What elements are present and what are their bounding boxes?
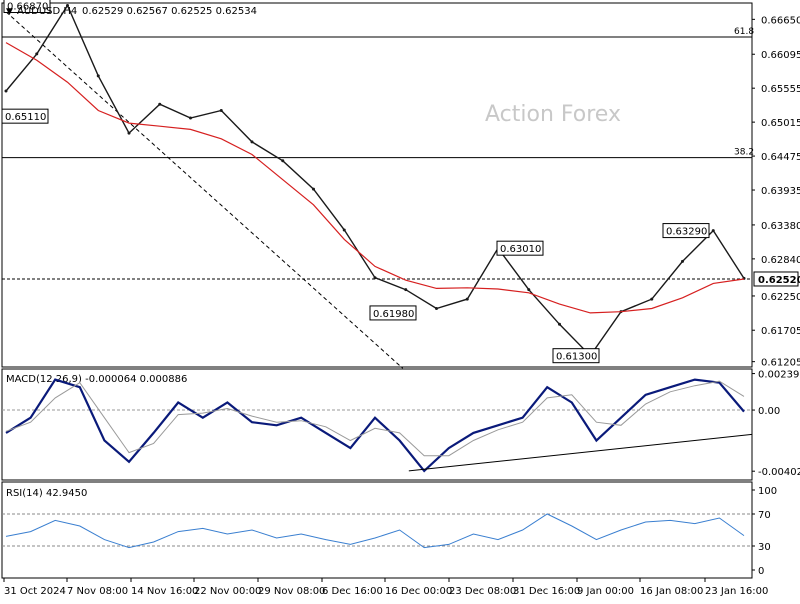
rsi-y-tick-label: 0 <box>758 566 764 577</box>
x-axis-tick-label: 7 Nov 08:00 <box>67 586 128 597</box>
price-y-tick-label: 0.66650 <box>761 15 800 26</box>
current-price-label: 0.62520 <box>758 275 800 286</box>
price-annotation-box <box>496 240 544 256</box>
price-annotation-label: 0.61980 <box>373 309 414 320</box>
price-point <box>404 288 408 292</box>
x-axis-tick-label: 29 Nov 08:00 <box>258 586 325 597</box>
price-point <box>312 187 315 191</box>
price-point <box>158 102 162 106</box>
price-panel-title: AUDUSD,H4 <box>17 6 77 17</box>
price-y-tick-label: 0.61205 <box>761 358 800 369</box>
price-level-label: 38.2 <box>734 148 754 158</box>
x-axis-tick-label: 22 Nov 00:00 <box>194 586 261 597</box>
rsi-y-tick-label: 30 <box>758 542 771 553</box>
price-annotation-box <box>552 348 600 364</box>
x-axis-tick-label: 31 Oct 2024 <box>4 586 66 597</box>
price-annotation-label: 0.63290 <box>666 227 707 238</box>
price-annotation-box <box>369 305 417 321</box>
price-annotation-box <box>662 223 710 239</box>
price-annotation-box <box>1 108 49 124</box>
price-ohlc-text: 0.62529 0.62567 0.62525 0.62534 <box>82 6 257 17</box>
price-annotation-label: 0.63010 <box>500 244 541 255</box>
x-axis-tick-label: 16 Dec 00:00 <box>385 586 452 597</box>
price-point <box>711 229 715 233</box>
price-y-tick-label: 0.66095 <box>761 50 800 61</box>
price-y-tick-label: 0.62840 <box>761 255 800 266</box>
price-point <box>527 288 531 292</box>
macd-line <box>5 378 745 473</box>
rsi-line <box>5 513 745 549</box>
price-panel-title-marker: ▼ <box>6 7 13 17</box>
x-axis-tick-label: 23 Dec 08:00 <box>449 586 516 597</box>
price-y-tick-label: 0.64475 <box>761 152 800 163</box>
price-point <box>35 52 39 56</box>
price-annotation-label: 0.66870 <box>7 2 48 13</box>
price-point <box>4 89 8 93</box>
rsi-y-tick-label: 70 <box>758 510 771 521</box>
price-point <box>681 259 684 263</box>
price-annotation-label: 0.61300 <box>556 352 597 363</box>
price-point <box>127 131 131 135</box>
price-annotation-label: 0.65110 <box>5 112 46 123</box>
panel-frame-macd <box>1 368 753 481</box>
x-axis-tick-label: 14 Nov 16:00 <box>131 586 198 597</box>
price-point <box>66 4 69 8</box>
price-point <box>342 228 346 232</box>
x-axis-tick-label: 16 Jan 08:00 <box>640 586 703 597</box>
price-point <box>281 159 285 163</box>
macd-y-tick-label: 0.002399 <box>758 370 800 381</box>
macd-panel-title: MACD(12,26,9) -0.000064 0.000886 <box>6 374 187 385</box>
price-point <box>435 307 438 311</box>
x-axis-tick-label: 9 Jan 00:00 <box>577 586 634 597</box>
price-point <box>189 116 192 120</box>
x-axis-tick-label: 23 Jan 16:00 <box>705 586 768 597</box>
price-y-tick-label: 0.63380 <box>761 221 800 232</box>
price-y-tick-label: 0.65015 <box>761 118 800 129</box>
price-annotation-box <box>3 0 51 14</box>
price-y-tick-label: 0.65555 <box>761 84 800 95</box>
macd-y-tick-label: 0.00 <box>758 406 780 417</box>
price-point <box>558 322 561 326</box>
rsi-y-tick-label: 100 <box>758 486 777 497</box>
price-point <box>650 297 654 301</box>
panel-frame-rsi <box>1 481 753 579</box>
current-price-box <box>753 271 799 287</box>
rsi-panel-title: RSI(14) 42.9450 <box>6 488 87 499</box>
price-point <box>219 109 223 113</box>
macd-y-tick-label: -0.004021 <box>758 467 800 478</box>
price-y-tick-label: 0.63935 <box>761 186 800 197</box>
watermark-text: Action Forex <box>485 102 621 127</box>
price-y-tick-label: 0.61705 <box>761 326 800 337</box>
x-axis-tick-label: 31 Dec 16:00 <box>513 586 580 597</box>
price-point <box>465 297 469 301</box>
moving-average-line <box>5 42 745 314</box>
price-y-tick-label: 0.62250 <box>761 292 800 303</box>
macd-signal-line <box>5 380 745 457</box>
price-point <box>373 276 377 280</box>
x-axis-tick-label: 6 Dec 16:00 <box>322 586 383 597</box>
price-level-label: 61.8 <box>734 27 754 37</box>
price-point <box>96 74 100 78</box>
price-point <box>250 140 254 144</box>
price-trendline <box>5 11 404 369</box>
macd-trendline <box>408 433 753 472</box>
